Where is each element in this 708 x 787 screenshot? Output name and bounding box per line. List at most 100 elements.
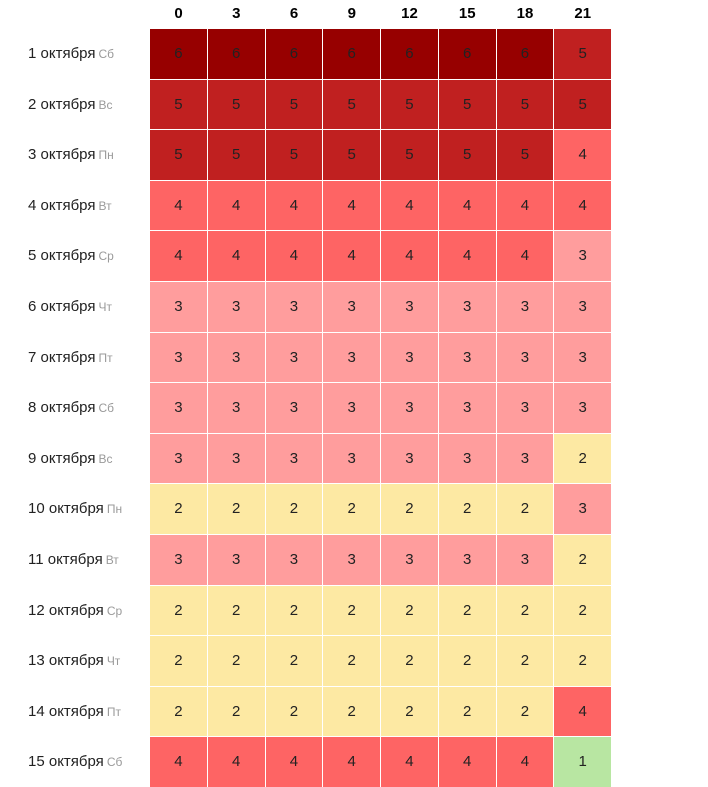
row-label: 10 октября Пн: [28, 484, 150, 534]
heatmap-cell: 3: [554, 484, 611, 534]
heatmap-cell: 5: [265, 130, 323, 180]
weekday-label: Чт: [98, 300, 112, 314]
heatmap-cell: 4: [207, 180, 265, 231]
date-label: 13 октября: [28, 652, 104, 670]
heatmap-cell: 4: [554, 180, 611, 231]
heatmap-cell: 3: [323, 433, 380, 484]
heatmap-cell: 3: [496, 433, 554, 484]
heatmap-cell: 4: [265, 231, 323, 281]
weekday-label: Сб: [106, 755, 123, 770]
row-label: 8 октября Сб: [28, 383, 150, 433]
heatmap-cell: 4: [496, 231, 554, 281]
row-label: 1 октября Сб: [28, 29, 150, 79]
heatmap-cell: 5: [265, 79, 323, 130]
heatmap-cell: 5: [323, 79, 380, 130]
hour-label: 12: [401, 5, 418, 22]
heatmap-cell: 5: [554, 29, 611, 79]
row-label: 2 октября Вс: [28, 80, 150, 130]
heatmap-cell: 3: [207, 383, 265, 433]
heatmap-cell: 4: [554, 130, 611, 180]
heatmap-cell: 2: [150, 686, 207, 737]
heatmap-cell: 6: [323, 29, 380, 79]
hour-label: 0: [174, 5, 183, 22]
date-label: 4 октября: [28, 196, 96, 214]
heatmap-cell: 3: [150, 433, 207, 484]
weekday-label: Вт: [105, 553, 119, 567]
heatmap-cell: 5: [323, 130, 380, 180]
heatmap-cell: 3: [381, 282, 438, 332]
row-label: 15 октября Сб: [28, 737, 150, 787]
row-label: 3 октября Пн: [28, 130, 150, 180]
heatmap-cell: 3: [150, 535, 207, 585]
heatmap-cell: 5: [554, 79, 611, 130]
heatmap-cell: 4: [323, 231, 380, 281]
heatmap-cell: 5: [438, 79, 496, 130]
heatmap-cell: 3: [381, 383, 438, 433]
heatmap-cell: 4: [554, 686, 611, 737]
heatmap-cell: 2: [323, 686, 380, 737]
heatmap-cell: 2: [265, 686, 323, 737]
heatmap-cell: 2: [265, 636, 323, 686]
heatmap-cell: 6: [381, 29, 438, 79]
weekday-label: Пн: [106, 502, 123, 517]
heatmap-cell: 4: [265, 737, 323, 787]
row-label: 11 октября Вт: [28, 535, 150, 585]
heatmap-cell: 2: [496, 484, 554, 534]
heatmap-cell: 3: [438, 332, 496, 383]
date-label: 14 октября: [28, 702, 104, 720]
row-label: 12 октября Ср: [28, 586, 150, 636]
heatmap-cell: 3: [438, 282, 496, 332]
heatmap-cell: 5: [150, 130, 207, 180]
row-label: 6 октября Чт: [28, 282, 150, 332]
heatmap-cell: 5: [438, 130, 496, 180]
hour-label: 3: [232, 5, 241, 22]
weekday-label: Пн: [98, 148, 114, 163]
date-label: 1 октября: [28, 45, 96, 62]
heatmap-cell: 5: [207, 130, 265, 180]
heatmap-cell: 3: [150, 282, 207, 332]
heatmap-cell: 3: [265, 433, 323, 484]
heatmap-cell: 3: [554, 282, 611, 332]
heatmap-cell: 2: [207, 686, 265, 737]
date-label: 15 октября: [28, 753, 104, 771]
heatmap-cell: 3: [150, 383, 207, 433]
heatmap-cell: 4: [381, 180, 438, 231]
heatmap-cell: 3: [496, 282, 554, 332]
heatmap-cell: 2: [554, 636, 611, 686]
heatmap-cell: 4: [496, 737, 554, 787]
heatmap-cell: 3: [207, 535, 265, 585]
heatmap-cell: 6: [265, 29, 323, 79]
heatmap-cell: 3: [381, 535, 438, 585]
heatmap-cell: 2: [207, 585, 265, 636]
heatmap-cell: 3: [381, 433, 438, 484]
heatmap-cell: 3: [381, 332, 438, 383]
weekday-label: Пт: [106, 704, 121, 719]
heatmap-cell: 6: [438, 29, 496, 79]
heatmap-cell: 4: [438, 180, 496, 231]
heatmap-cell: 3: [265, 282, 323, 332]
heatmap-cell: 2: [150, 484, 207, 534]
heatmap-cell: 5: [496, 130, 554, 180]
heatmap-cell: 3: [554, 231, 611, 281]
date-label: 5 октября: [28, 247, 96, 265]
date-label: 2 октября: [28, 95, 96, 113]
heatmap-cell: 2: [381, 484, 438, 534]
heatmap-cell: 3: [265, 383, 323, 433]
heatmap-cell: 3: [150, 332, 207, 383]
date-label: 9 октября: [28, 449, 96, 467]
heatmap-cell: 2: [150, 585, 207, 636]
heatmap-cell: 2: [381, 585, 438, 636]
heatmap-cell: 6: [496, 29, 554, 79]
heatmap-cell: 2: [554, 535, 611, 585]
row-label: 4 октября Вт: [28, 181, 150, 231]
weekday-label: Сб: [98, 401, 115, 416]
date-label: 8 октября: [28, 399, 96, 417]
date-label: 6 октября: [28, 298, 96, 315]
heatmap-cell: 4: [438, 737, 496, 787]
heatmap-cell: 4: [150, 231, 207, 281]
weekday-label: Ср: [98, 249, 114, 264]
heatmap-cell: 5: [207, 79, 265, 130]
heatmap-cell: 4: [207, 737, 265, 787]
heatmap-cell: 3: [438, 433, 496, 484]
